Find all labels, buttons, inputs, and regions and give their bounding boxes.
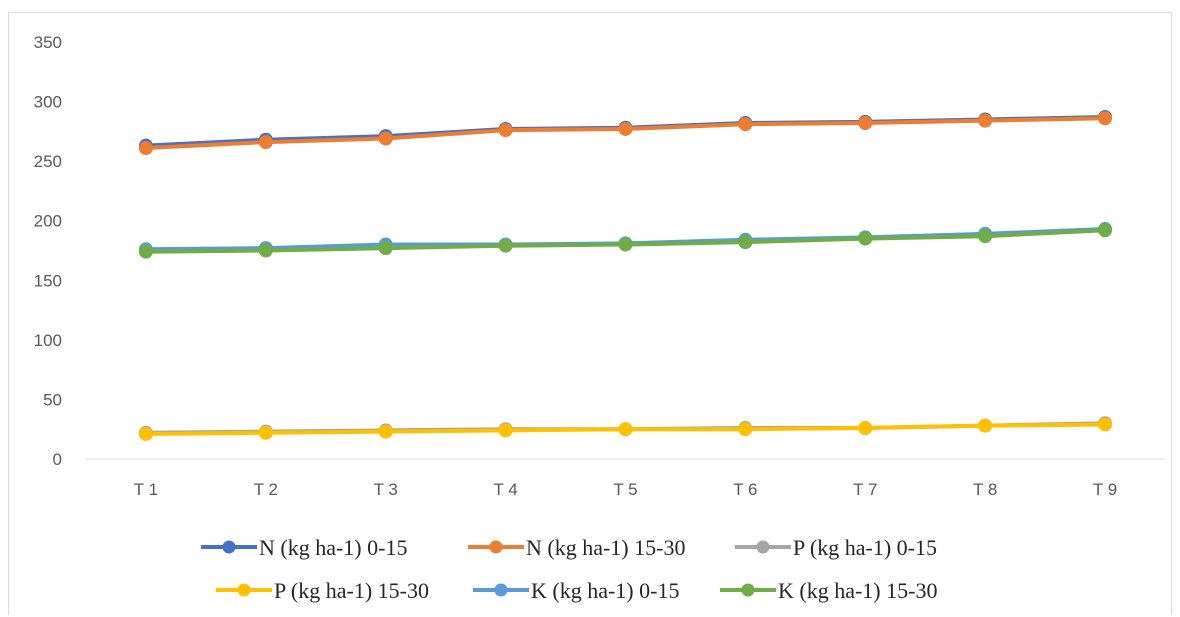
data-point [1098, 223, 1113, 238]
data-point [618, 237, 633, 252]
x-tick-label: T 1 [134, 480, 158, 499]
legend-marker [494, 583, 508, 597]
legend-label: K (kg ha-1) 15-30 [778, 578, 937, 603]
legend-marker [741, 583, 755, 597]
legend-label: P (kg ha-1) 15-30 [274, 578, 429, 603]
data-point [858, 231, 873, 246]
legend-item: N (kg ha-1) 0-15 [201, 535, 407, 560]
y-tick-label: 50 [43, 390, 62, 409]
chart-frame [8, 12, 1172, 615]
data-point [738, 235, 753, 250]
x-tick-label: T 6 [733, 480, 757, 499]
y-axis-labels: 0 50 100 150 200 250 300 350 [34, 33, 62, 469]
data-point [498, 238, 513, 253]
legend-item: P (kg ha-1) 0-15 [735, 535, 937, 560]
legend-item: K (kg ha-1) 0-15 [473, 578, 679, 603]
data-point [978, 113, 993, 128]
legend-label: P (kg ha-1) 0-15 [793, 535, 937, 560]
y-tick-label: 300 [34, 93, 62, 112]
data-point [978, 229, 993, 244]
data-point [1098, 417, 1113, 432]
y-tick-label: 0 [53, 450, 62, 469]
legend-item: N (kg ha-1) 15-30 [468, 535, 685, 560]
data-point [498, 123, 513, 138]
data-point [858, 421, 873, 436]
x-tick-label: T 3 [374, 480, 398, 499]
data-point [738, 422, 753, 437]
data-point [258, 243, 273, 258]
x-tick-label: T 5 [613, 480, 637, 499]
y-tick-label: 200 [34, 212, 62, 231]
legend-item: P (kg ha-1) 15-30 [216, 578, 429, 603]
legend-item: K (kg ha-1) 15-30 [720, 578, 937, 603]
data-point [858, 116, 873, 131]
legend-marker [489, 540, 503, 554]
series-group [138, 223, 1113, 259]
x-tick-label: T 9 [1093, 480, 1117, 499]
plot-series [138, 110, 1113, 441]
data-point [498, 423, 513, 438]
data-point [138, 426, 153, 441]
data-point [1098, 111, 1113, 126]
data-point [138, 244, 153, 259]
legend-label: N (kg ha-1) 0-15 [259, 535, 407, 560]
data-point [258, 425, 273, 440]
legend-marker [756, 540, 770, 554]
x-tick-label: T 7 [853, 480, 877, 499]
legend-label: N (kg ha-1) 15-30 [526, 535, 685, 560]
data-point [138, 141, 153, 156]
series-group [138, 417, 1113, 441]
data-point [258, 135, 273, 150]
data-point [978, 418, 993, 433]
data-point [738, 117, 753, 132]
data-point [378, 424, 393, 439]
legend: N (kg ha-1) 0-15 N (kg ha-1) 15-30 P (kg h… [201, 535, 937, 603]
data-point [618, 422, 633, 437]
x-tick-label: T 4 [493, 480, 517, 499]
legend-marker [222, 540, 236, 554]
data-point [378, 131, 393, 146]
legend-label: K (kg ha-1) 0-15 [531, 578, 679, 603]
legend-marker [237, 583, 251, 597]
data-point [378, 241, 393, 256]
y-tick-label: 150 [34, 271, 62, 290]
data-point [618, 121, 633, 136]
y-tick-label: 100 [34, 331, 62, 350]
y-tick-label: 350 [34, 33, 62, 52]
x-axis-labels: T 1 T 2 T 3 T 4 T 5 T 6 T 7 T 8 T 9 [134, 480, 1117, 499]
x-tick-label: T 2 [254, 480, 278, 499]
series-group [138, 111, 1113, 156]
x-tick-label: T 8 [973, 480, 997, 499]
y-tick-label: 250 [34, 152, 62, 171]
